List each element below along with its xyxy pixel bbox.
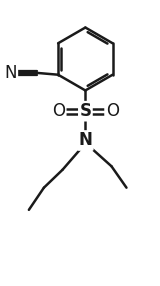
Text: N: N: [78, 132, 92, 150]
Text: S: S: [79, 102, 91, 120]
Text: O: O: [106, 102, 119, 120]
Text: N: N: [4, 64, 17, 82]
Text: O: O: [52, 102, 65, 120]
